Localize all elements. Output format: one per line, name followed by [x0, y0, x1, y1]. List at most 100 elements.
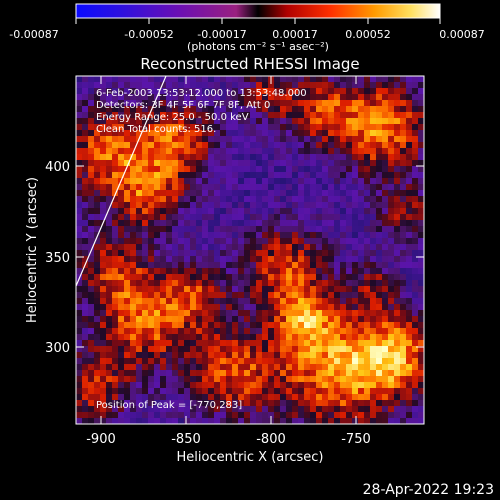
heatmap-pixel	[100, 418, 107, 424]
heatmap-pixel	[118, 220, 125, 227]
heatmap-pixel	[412, 88, 419, 95]
heatmap-pixel	[226, 310, 233, 317]
heatmap-pixel	[172, 352, 179, 359]
heatmap-pixel	[346, 364, 353, 371]
heatmap-pixel	[304, 226, 311, 233]
heatmap-pixel	[94, 328, 101, 335]
heatmap-pixel	[220, 220, 227, 227]
heatmap-pixel	[76, 208, 83, 215]
heatmap-pixel	[412, 178, 419, 185]
heatmap-pixel	[190, 154, 197, 161]
heatmap-pixel	[316, 262, 323, 269]
heatmap-pixel	[382, 382, 389, 389]
heatmap-pixel	[130, 82, 137, 89]
heatmap-pixel	[274, 328, 281, 335]
heatmap-pixel	[346, 310, 353, 317]
heatmap-pixel	[370, 388, 377, 395]
heatmap-pixel	[184, 172, 191, 179]
heatmap-pixel	[418, 130, 424, 137]
heatmap-pixel	[142, 226, 149, 233]
heatmap-pixel	[190, 244, 197, 251]
heatmap-pixel	[412, 94, 419, 101]
heatmap-pixel	[142, 340, 149, 347]
heatmap-pixel	[160, 202, 167, 209]
heatmap-pixel	[124, 268, 131, 275]
heatmap-pixel	[172, 190, 179, 197]
heatmap-pixel	[136, 196, 143, 203]
heatmap-pixel	[286, 100, 293, 107]
heatmap-pixel	[190, 292, 197, 299]
heatmap-pixel	[340, 238, 347, 245]
heatmap-pixel	[208, 196, 215, 203]
heatmap-pixel	[316, 208, 323, 215]
heatmap-pixel	[166, 376, 173, 383]
heatmap-pixel	[268, 166, 275, 173]
heatmap-pixel	[232, 100, 239, 107]
heatmap-pixel	[184, 256, 191, 263]
heatmap-pixel	[154, 244, 161, 251]
heatmap-pixel	[388, 118, 395, 125]
heatmap-pixel	[352, 88, 359, 95]
heatmap-pixel	[226, 328, 233, 335]
heatmap-pixel	[220, 292, 227, 299]
heatmap-pixel	[376, 166, 383, 173]
heatmap-pixel	[274, 250, 281, 257]
heatmap-pixel	[178, 178, 185, 185]
heatmap-pixels	[76, 76, 424, 424]
heatmap-pixel	[322, 412, 329, 419]
heatmap-pixel	[268, 112, 275, 119]
heatmap-pixel	[328, 412, 335, 419]
heatmap-pixel	[340, 178, 347, 185]
heatmap-pixel	[256, 286, 263, 293]
heatmap-pixel	[298, 304, 305, 311]
heatmap-pixel	[298, 214, 305, 221]
heatmap-pixel	[364, 220, 371, 227]
heatmap-pixel	[334, 142, 341, 149]
heatmap-pixel	[190, 406, 197, 413]
heatmap-pixel	[340, 136, 347, 143]
heatmap-pixel	[346, 76, 353, 83]
heatmap-pixel	[178, 370, 185, 377]
heatmap-pixel	[376, 172, 383, 179]
heatmap-pixel	[208, 388, 215, 395]
heatmap-pixel	[148, 250, 155, 257]
heatmap-pixel	[202, 202, 209, 209]
heatmap-pixel	[190, 298, 197, 305]
heatmap-pixel	[352, 244, 359, 251]
heatmap-pixel	[130, 178, 137, 185]
heatmap-pixel	[244, 292, 251, 299]
heatmap-pixel	[394, 124, 401, 131]
heatmap-pixel	[226, 166, 233, 173]
heatmap-pixel	[262, 364, 269, 371]
heatmap-pixel	[76, 112, 83, 119]
heatmap-pixel	[202, 358, 209, 365]
heatmap-pixel	[346, 112, 353, 119]
heatmap-pixel	[418, 262, 424, 269]
heatmap-pixel	[130, 130, 137, 137]
heatmap-pixel	[136, 286, 143, 293]
heatmap-pixel	[124, 172, 131, 179]
heatmap-pixel	[310, 226, 317, 233]
heatmap-pixel	[88, 352, 95, 359]
heatmap-pixel	[304, 112, 311, 119]
heatmap-pixel	[118, 406, 125, 413]
heatmap-pixel	[370, 172, 377, 179]
heatmap-pixel	[220, 280, 227, 287]
heatmap-pixel	[142, 196, 149, 203]
heatmap-pixel	[142, 220, 149, 227]
heatmap-pixel	[244, 382, 251, 389]
heatmap-pixel	[106, 418, 113, 424]
heatmap-pixel	[370, 346, 377, 353]
heatmap-pixel	[112, 256, 119, 263]
heatmap-pixel	[166, 202, 173, 209]
heatmap-pixel	[352, 304, 359, 311]
heatmap-pixel	[262, 82, 269, 89]
heatmap-pixel	[310, 106, 317, 113]
heatmap-pixel	[208, 208, 215, 215]
heatmap-pixel	[292, 220, 299, 227]
heatmap-pixel	[130, 208, 137, 215]
heatmap-pixel	[208, 160, 215, 167]
heatmap-pixel	[136, 82, 143, 89]
heatmap-pixel	[166, 112, 173, 119]
heatmap-pixel	[106, 370, 113, 377]
